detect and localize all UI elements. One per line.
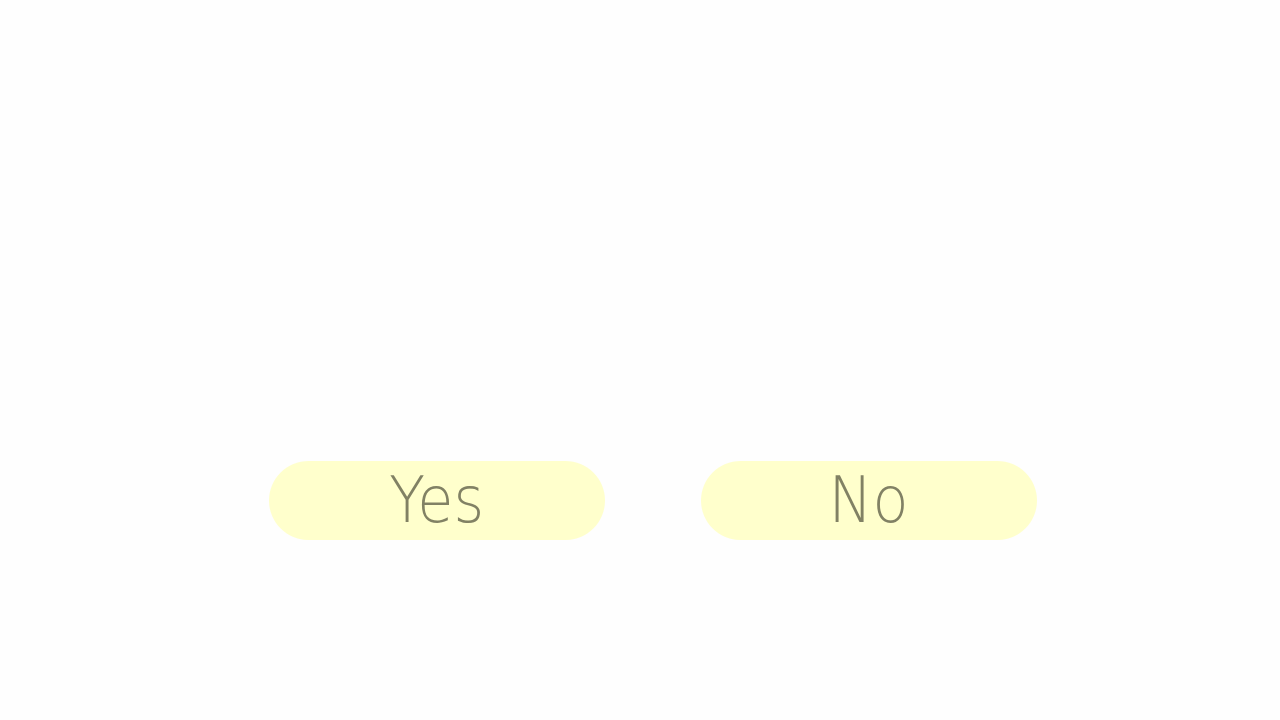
yes-button[interactable]: Yes [269,461,605,540]
no-button-label: No [828,463,910,538]
yes-button-label: Yes [389,463,485,538]
no-button[interactable]: No [701,461,1037,540]
